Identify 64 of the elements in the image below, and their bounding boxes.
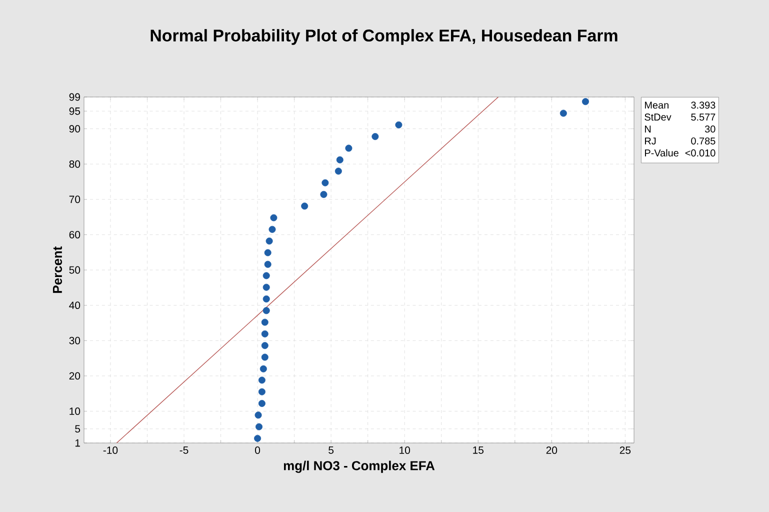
point <box>262 307 270 314</box>
text: 3.393 <box>691 102 716 109</box>
text: RJ <box>645 138 656 145</box>
y-tick-label: 90 <box>69 125 80 132</box>
point <box>270 214 278 222</box>
point <box>264 260 272 268</box>
point <box>261 342 268 350</box>
point <box>261 354 268 361</box>
text: <0.010 <box>685 149 716 156</box>
x-tick-label: 15 <box>473 446 484 454</box>
y-axis-title: Percent <box>52 246 62 293</box>
x-tick-label: 20 <box>546 446 558 454</box>
text: 5.577 <box>691 114 716 121</box>
x-tick-label: -10 <box>103 446 118 454</box>
y-tick-label: 1 <box>75 439 80 447</box>
point <box>258 400 266 407</box>
point <box>262 295 270 302</box>
point <box>258 376 266 384</box>
y-tick-label: 50 <box>69 266 80 274</box>
point <box>560 110 567 117</box>
point <box>262 284 270 291</box>
y-tick-label: 60 <box>69 230 80 238</box>
point <box>258 388 266 396</box>
y-tick-label: 80 <box>69 160 80 168</box>
point <box>336 156 344 164</box>
point <box>345 144 352 152</box>
text: 30 <box>704 126 716 133</box>
point <box>268 226 276 233</box>
point <box>582 98 589 106</box>
y-tick-label: 5 <box>75 425 80 433</box>
point <box>334 168 342 175</box>
point <box>320 190 328 198</box>
point <box>261 330 268 338</box>
y-tick-label: 30 <box>69 336 80 344</box>
x-tick-label: 5 <box>328 446 334 454</box>
point <box>264 249 272 256</box>
text: StDev <box>644 114 672 121</box>
text: P-Value <box>645 149 678 156</box>
point <box>261 318 268 326</box>
point <box>301 202 308 210</box>
chart-title: Normal Probability Plot of Complex EFA, Housedean Farm <box>150 29 618 45</box>
text: Mean <box>645 102 668 109</box>
point <box>262 272 270 280</box>
y-tick-label: 40 <box>69 302 80 310</box>
point <box>256 423 263 430</box>
y-tick-label: 95 <box>69 107 80 115</box>
point <box>266 238 273 245</box>
x-tick-label: 0 <box>255 446 260 454</box>
text: N <box>645 126 651 132</box>
x-tick-label: 25 <box>620 446 631 454</box>
y-tick-label: 10 <box>70 408 80 415</box>
point <box>260 365 267 372</box>
y-tick-label: 20 <box>69 372 80 380</box>
y-tick-label: 99 <box>69 93 80 101</box>
y-tick-label: 70 <box>69 196 80 204</box>
point <box>254 434 262 442</box>
point <box>395 121 402 128</box>
x-tick-label: 10 <box>400 446 410 454</box>
point <box>254 412 262 419</box>
x-axis-title: mg/l NO3 - Complex EFA <box>284 460 435 473</box>
text: 0.785 <box>691 137 716 145</box>
point <box>372 133 379 140</box>
point <box>322 179 329 186</box>
x-tick-label: -5 <box>180 446 188 454</box>
